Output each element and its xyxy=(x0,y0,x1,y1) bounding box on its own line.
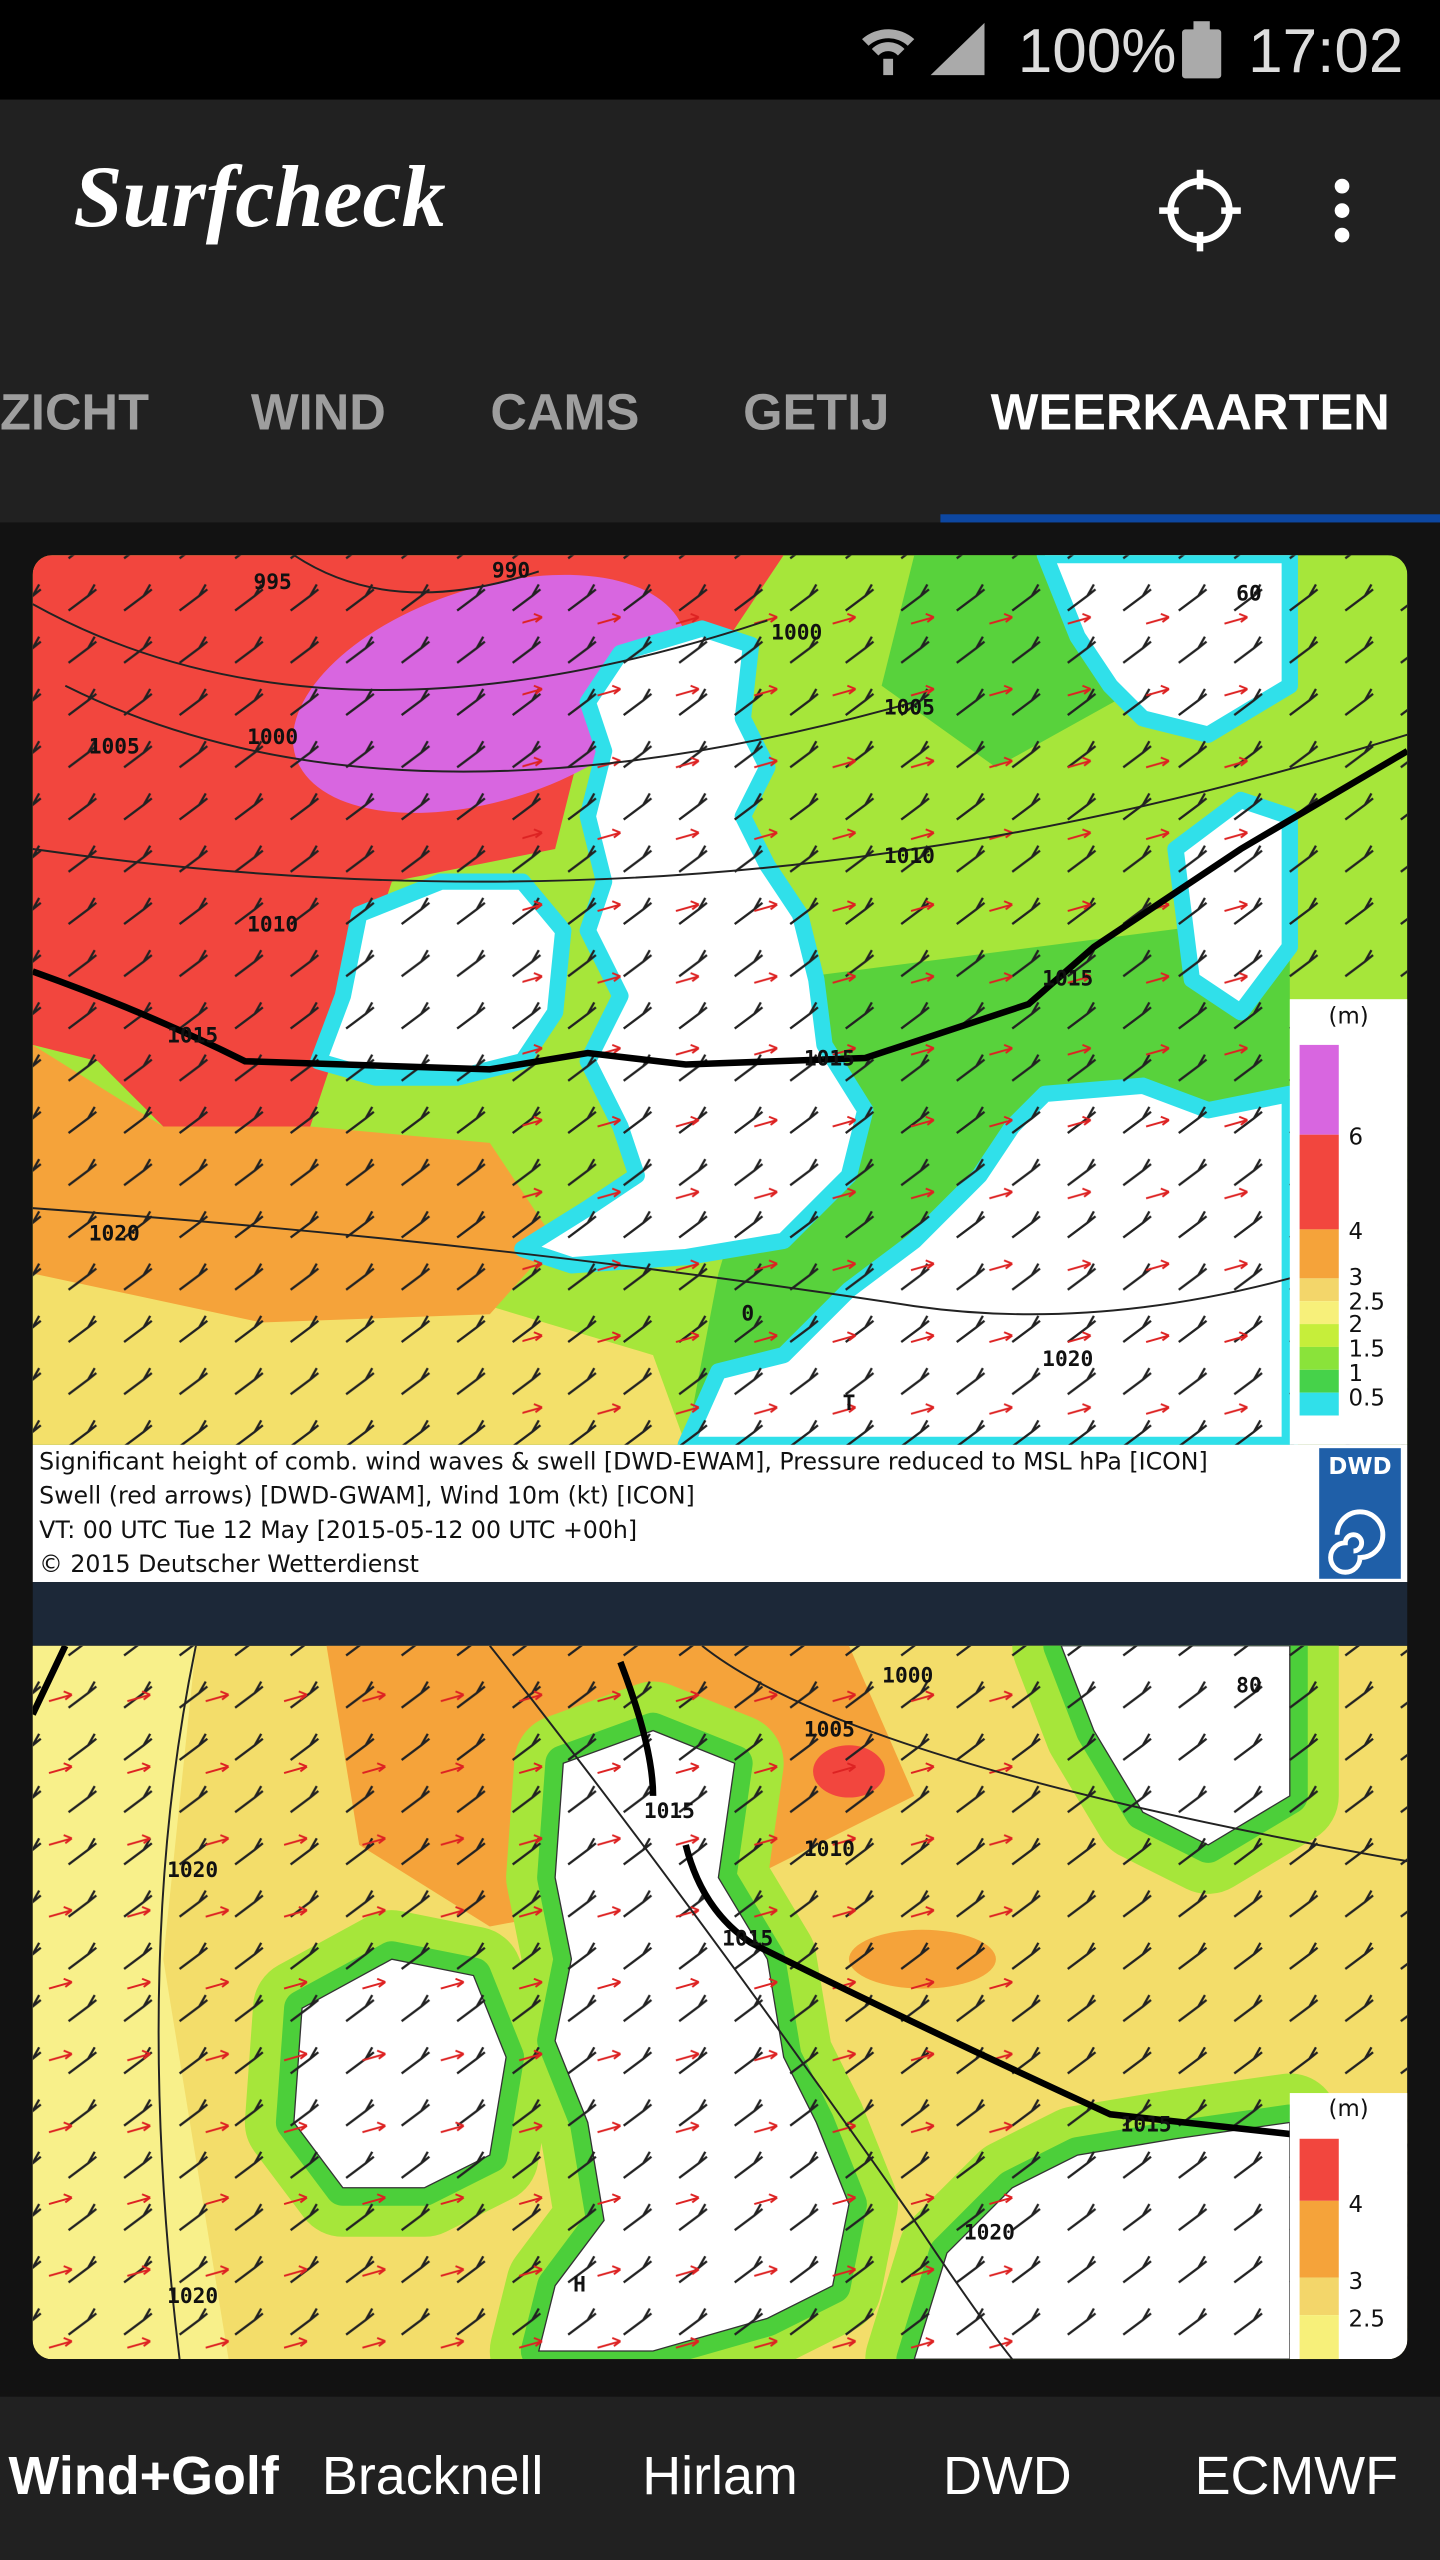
isobar-label: 1015 xyxy=(1121,2113,1172,2138)
isobar-label: 990 xyxy=(492,558,530,583)
tab[interactable]: GETIJ xyxy=(743,384,889,441)
color-scale xyxy=(1299,2138,1339,2360)
app-title: Surfcheck xyxy=(73,148,445,246)
isobar-label: 995 xyxy=(253,570,291,595)
caption-line: © 2015 Deutscher Wetterdienst xyxy=(39,1550,419,1578)
legend-label: 4 xyxy=(1349,1219,1364,1245)
bottom-nav xyxy=(0,2396,1440,2560)
isobar-label: 1015 xyxy=(722,1927,773,1952)
isobar-label: 1005 xyxy=(804,1718,855,1743)
legend-label: 3 xyxy=(1349,1265,1364,1291)
isobar-label: 1020 xyxy=(89,1221,140,1246)
tab[interactable]: CAMS xyxy=(490,384,639,441)
isobar-label: 1015 xyxy=(804,1047,855,1072)
map-caption xyxy=(32,1444,1408,1583)
tab[interactable]: WEERKAARTEN xyxy=(991,384,1390,441)
nav-item[interactable]: DWD xyxy=(943,2446,1072,2506)
status-icons xyxy=(862,21,1222,79)
isobar-label: 1020 xyxy=(964,2220,1015,2245)
nav-item[interactable]: Wind+Golf xyxy=(9,2446,280,2506)
isobar-label: 80 xyxy=(1236,1674,1262,1699)
tab[interactable]: ZICHT xyxy=(0,384,149,441)
caption-line: VT: 00 UTC Tue 12 May [2015-05-12 00 UTC… xyxy=(39,1516,637,1544)
legend-label: 4 xyxy=(1349,2192,1364,2218)
nav-item[interactable]: Bracknell xyxy=(322,2446,544,2506)
legend-label: 6 xyxy=(1349,1124,1364,1150)
battery-level: 100% xyxy=(1018,17,1177,86)
color-scale xyxy=(1299,1044,1339,1416)
nav-item[interactable]: Hirlam xyxy=(642,2446,798,2506)
logo-text: DWD xyxy=(1328,1454,1391,1480)
legend-label: 3 xyxy=(1349,2269,1364,2295)
isobar-label: 1015 xyxy=(644,1799,695,1824)
legend-label: 2.5 xyxy=(1349,1289,1385,1315)
isobar-label: 1020 xyxy=(1042,1347,1093,1372)
legend-unit: (m) xyxy=(1329,2096,1369,2122)
separator xyxy=(32,1582,1408,1646)
legend-label: 1 xyxy=(1349,1361,1364,1387)
caption-line: Swell (red arrows) [DWD-GWAM], Wind 10m … xyxy=(39,1482,695,1510)
isobar-label: 1020 xyxy=(167,2284,218,2309)
isobar-label: 1020 xyxy=(167,1858,218,1883)
isobar-label: H xyxy=(573,2273,586,2298)
isobar-label: 0 xyxy=(741,1301,754,1326)
isobar-label: 1005 xyxy=(884,696,935,721)
tab-indicator xyxy=(940,514,1440,523)
isobar-label: 1000 xyxy=(247,725,298,750)
isobar-label: 60 xyxy=(1236,581,1262,606)
tab[interactable]: WIND xyxy=(251,384,386,441)
nav-item[interactable]: ECMWF xyxy=(1195,2446,1398,2506)
legend-unit: (m) xyxy=(1329,1004,1369,1030)
isobar-label: 1005 xyxy=(89,735,140,760)
isobar-label: 1000 xyxy=(771,620,822,645)
clock: 17:02 xyxy=(1248,17,1403,86)
overflow-menu[interactable] xyxy=(1334,178,1350,243)
isobar-label: 1010 xyxy=(247,913,298,938)
isobar-label: T xyxy=(843,1391,856,1416)
legend-label: 1.5 xyxy=(1349,1337,1385,1363)
isobar-label: 1000 xyxy=(882,1664,933,1689)
caption-line: Significant height of comb. wind waves &… xyxy=(39,1447,1207,1475)
weather-map[interactable]: 1000 1005 1015 1010 1020 1015 1015 1020 1020 80 H (… xyxy=(32,1645,1408,2360)
logo-swirl xyxy=(1328,1509,1386,1575)
locate-button[interactable] xyxy=(1159,169,1241,252)
isobar-label: 1010 xyxy=(804,1837,855,1862)
legend-label: 0.5 xyxy=(1349,1386,1385,1412)
legend-label: 2.5 xyxy=(1349,2306,1385,2332)
isobar-label: 1015 xyxy=(1042,967,1093,992)
isobar-label: 1015 xyxy=(167,1024,218,1049)
isobar-label: 1010 xyxy=(884,844,935,869)
legend-label: 2 xyxy=(1349,1312,1364,1338)
status-bar xyxy=(0,0,1440,100)
